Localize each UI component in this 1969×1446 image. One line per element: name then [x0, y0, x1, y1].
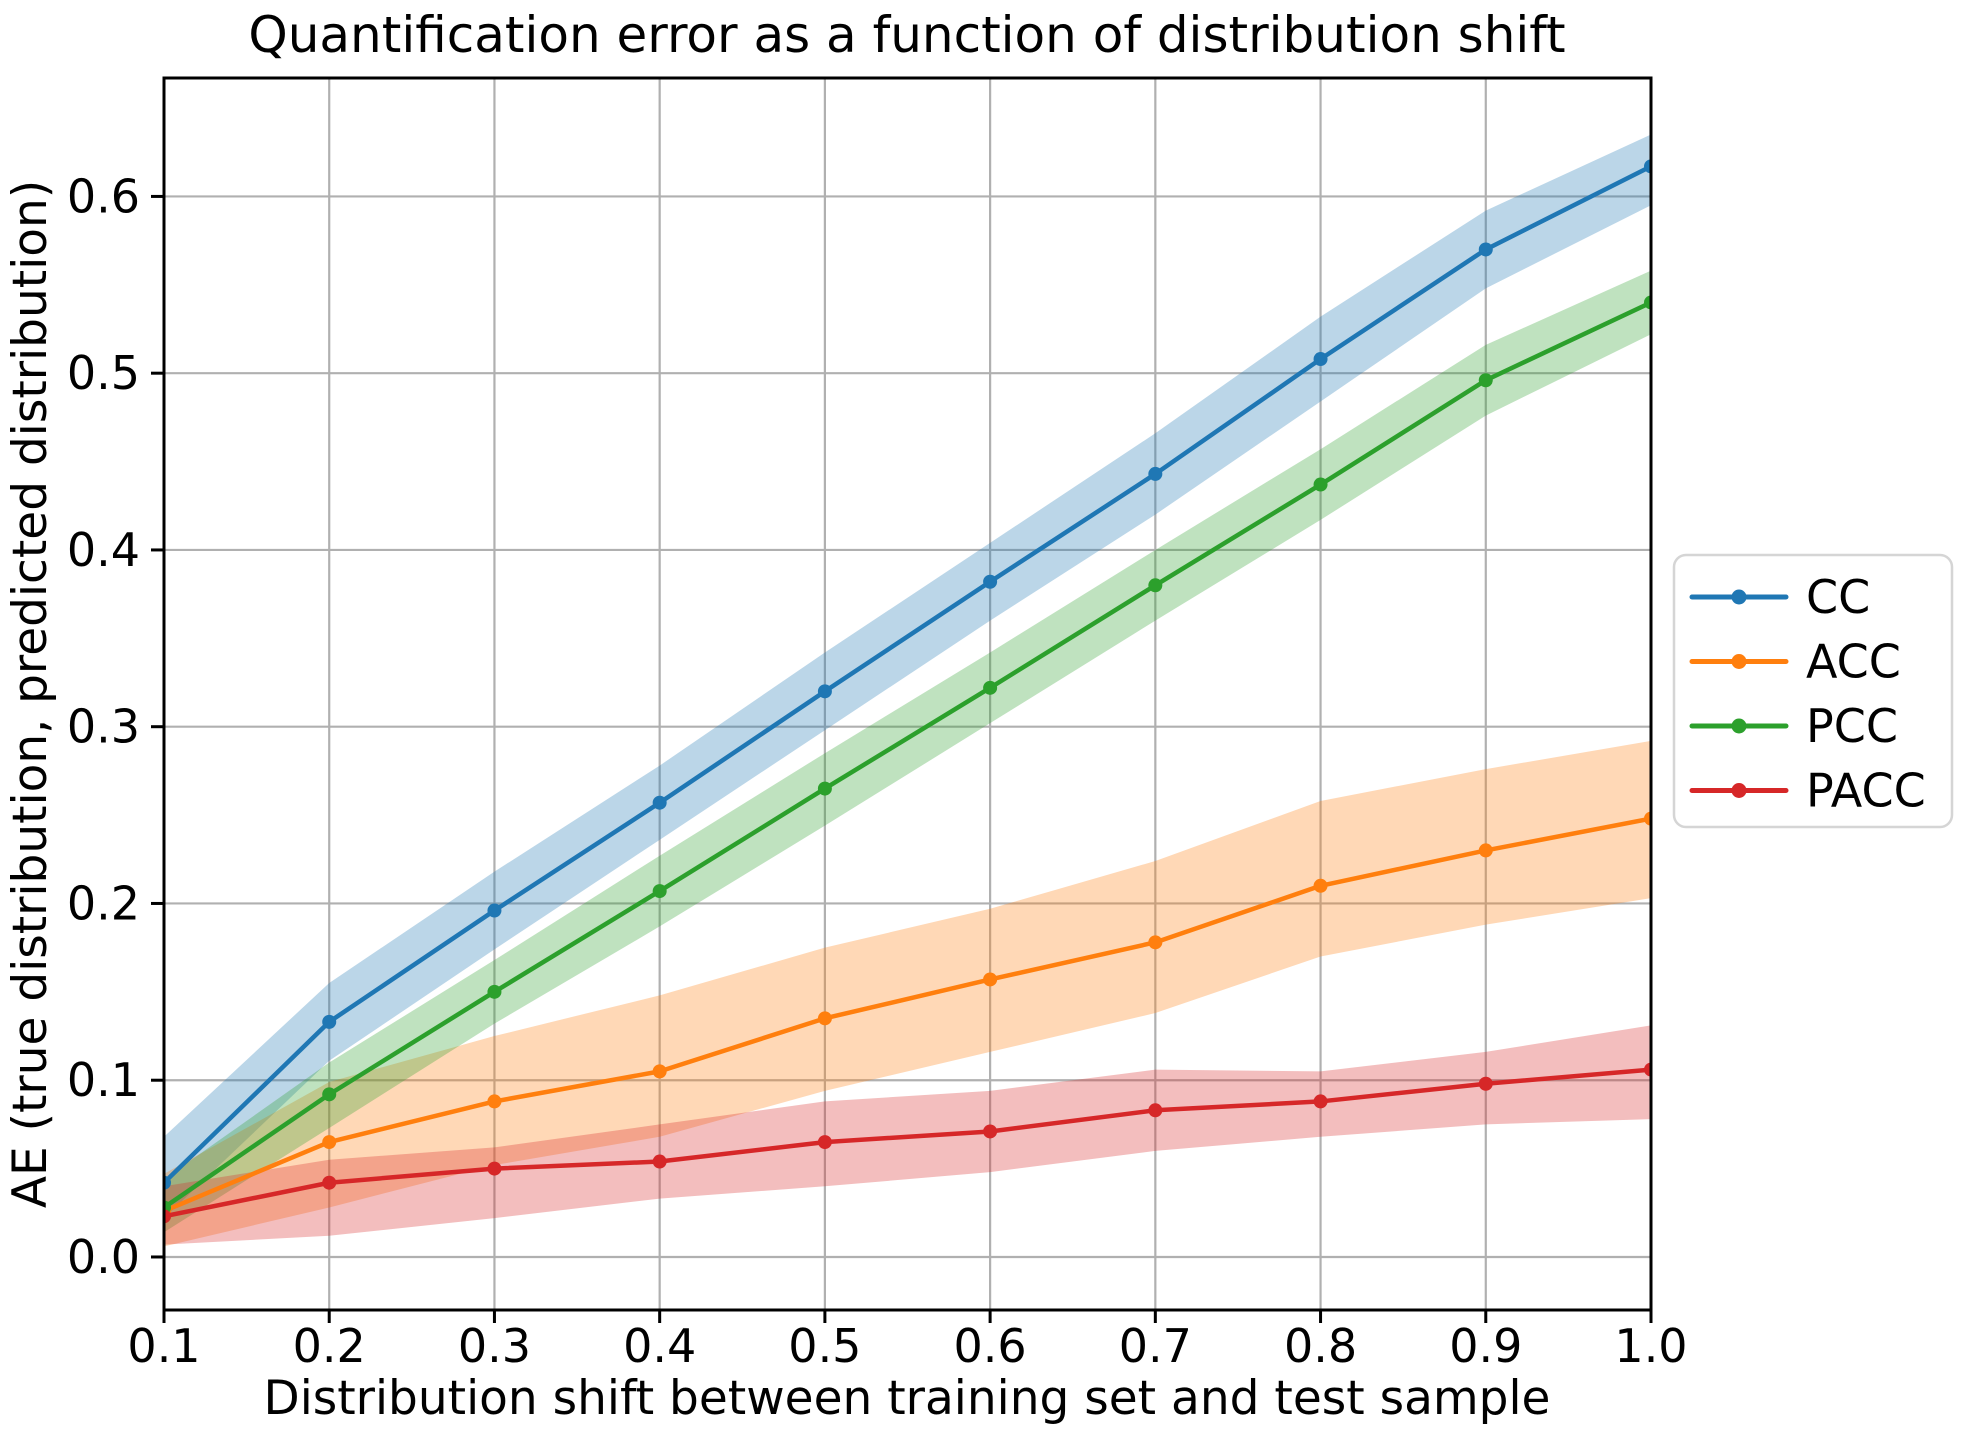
tick-marks — [151, 194, 1653, 1323]
legend-box — [1672, 553, 1954, 829]
data-point-PACC-0.1 — [164, 1209, 171, 1224]
series-line-ACC — [164, 816, 1651, 1214]
x-tick-label-0.8: 0.8 — [1284, 1319, 1357, 1373]
data-point-PCC-1.0 — [1644, 295, 1651, 310]
x-axis-label: Distribution shift between training set … — [264, 1371, 1551, 1426]
data-point-PACC-0.9 — [1478, 1076, 1493, 1091]
data-point-CC-0.8 — [1313, 352, 1328, 367]
legend-entry-PCC: PCC — [1689, 699, 1898, 753]
data-point-PCC-0.9 — [1478, 373, 1493, 388]
axes-spines — [162, 76, 1653, 1312]
data-point-PACC-0.5 — [817, 1135, 832, 1150]
y-tick-label-0.4: 0.4 — [67, 523, 140, 577]
tick-labels: 0.1 0.2 0.3 0.4 0.5 0.6 0.7 0.8 0.9 1.0 0.0 0.1 0.2 0… — [67, 169, 1688, 1373]
data-point-PACC-0.7 — [1148, 1103, 1163, 1118]
data-point-CC-0.3 — [487, 903, 502, 918]
legend-label-PCC: PCC — [1806, 699, 1898, 753]
y-tick-label-0.2: 0.2 — [67, 876, 140, 930]
data-point-ACC-0.8 — [1313, 878, 1328, 893]
x-tick-label-0.4: 0.4 — [623, 1319, 696, 1373]
data-point-PCC-0.6 — [983, 680, 998, 695]
series-line-PACC — [164, 1067, 1651, 1219]
legend-label-CC: CC — [1806, 570, 1870, 624]
data-point-CC-0.6 — [983, 574, 998, 589]
x-tick-label-0.3: 0.3 — [458, 1319, 531, 1373]
x-tick-label-0.5: 0.5 — [788, 1319, 861, 1373]
legend-marker-PACC — [1731, 783, 1747, 798]
data-point-PCC-0.5 — [817, 781, 832, 796]
x-tick-label-0.2: 0.2 — [293, 1319, 366, 1373]
series-band-ACC — [164, 740, 1651, 1247]
data-point-PCC-0.3 — [487, 984, 502, 999]
y-tick-label-0.1: 0.1 — [67, 1053, 140, 1107]
data-point-CC-1.0 — [1644, 159, 1651, 174]
legend-entry-PACC: PACC — [1689, 764, 1926, 818]
data-point-CC-0.4 — [652, 795, 667, 810]
data-point-ACC-0.4 — [652, 1064, 667, 1079]
data-point-PACC-0.3 — [487, 1161, 502, 1176]
y-tick-label-0.0: 0.0 — [67, 1230, 140, 1284]
series-line-PCC — [164, 300, 1651, 1210]
x-tick-label-0.6: 0.6 — [954, 1319, 1027, 1373]
x-tick-label-0.9: 0.9 — [1449, 1319, 1522, 1373]
legend-label-ACC: ACC — [1806, 635, 1901, 689]
series-line-CC — [164, 164, 1651, 1185]
data-point-PACC-0.6 — [983, 1124, 998, 1139]
data-point-PACC-0.4 — [652, 1154, 667, 1169]
data-point-PCC-0.7 — [1148, 578, 1163, 593]
y-tick-label-0.5: 0.5 — [67, 346, 140, 400]
legend-label-PACC: PACC — [1806, 764, 1926, 818]
legend-marker-ACC — [1731, 654, 1747, 669]
data-point-CC-0.7 — [1148, 466, 1163, 481]
y-tick-label-0.6: 0.6 — [67, 169, 140, 223]
y-axis-label: AE (true distribution, predicted distrib… — [3, 180, 58, 1208]
y-tick-label-0.3: 0.3 — [67, 700, 140, 754]
data-point-CC-0.9 — [1478, 242, 1493, 257]
data-point-CC-0.5 — [817, 684, 832, 699]
data-point-ACC-0.7 — [1148, 935, 1163, 950]
data-point-PCC-0.8 — [1313, 477, 1328, 492]
x-tick-label-1.0: 1.0 — [1614, 1319, 1687, 1373]
legend: CC ACC PCC PACC — [1672, 553, 1954, 829]
legend-entry-CC: CC — [1689, 570, 1870, 624]
series-band-CC — [164, 134, 1651, 1219]
data-point-ACC-0.9 — [1478, 843, 1493, 858]
data-point-ACC-0.3 — [487, 1094, 502, 1109]
plot-area: 0.1 0.2 0.3 0.4 0.5 0.6 0.7 0.8 0.9 1.0 0.0 0.1 0.2 0… — [67, 76, 1688, 1373]
data-point-PACC-1.0 — [1644, 1062, 1651, 1077]
data-point-PACC-0.2 — [322, 1175, 337, 1190]
legend-marker-CC — [1731, 589, 1747, 605]
data-point-ACC-0.5 — [817, 1011, 832, 1026]
data-point-PCC-0.2 — [322, 1087, 337, 1102]
chart-title: Quantification error as a function of di… — [248, 6, 1565, 64]
legend-marker-PCC — [1731, 718, 1747, 734]
legend-entry-ACC: ACC — [1689, 635, 1901, 689]
data-layer — [164, 134, 1651, 1247]
data-point-PACC-0.8 — [1313, 1094, 1328, 1109]
data-point-ACC-0.2 — [322, 1135, 337, 1150]
x-tick-label-0.7: 0.7 — [1119, 1319, 1192, 1373]
x-tick-label-0.1: 0.1 — [127, 1319, 200, 1373]
data-point-ACC-0.6 — [983, 972, 998, 987]
data-point-ACC-1.0 — [1644, 811, 1651, 826]
data-point-CC-0.1 — [164, 1175, 171, 1190]
data-point-CC-0.2 — [322, 1014, 337, 1029]
plot-background — [164, 78, 1651, 1310]
data-point-PCC-0.4 — [652, 884, 667, 899]
